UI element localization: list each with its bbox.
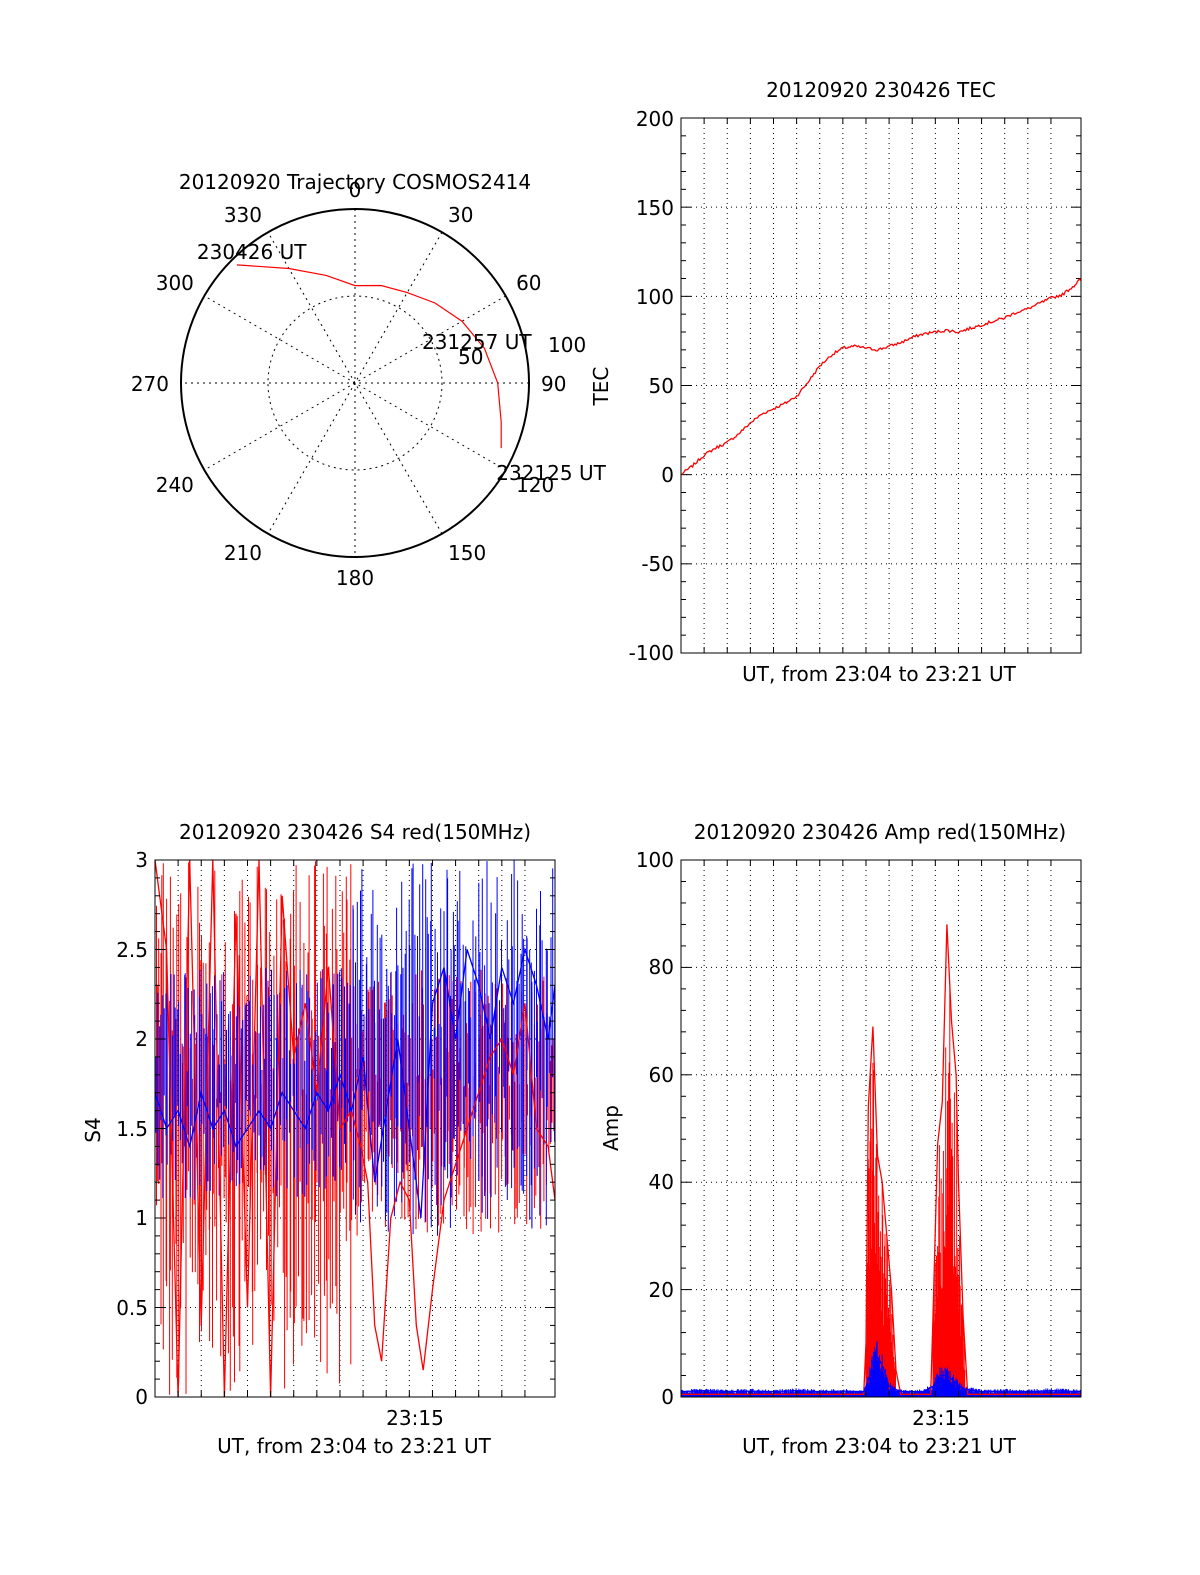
s4-panel: 20120920 230426 S4 red(150MHz) 0 0.5 1 1…	[81, 820, 556, 1458]
tec-ytick-label: 100	[636, 285, 674, 309]
polar-annotation-start: 230426 UT	[197, 240, 307, 264]
s4-red-series-line	[154, 859, 556, 1398]
polar-panel: 20120920 Trajectory COSMOS2414 0 30 60 90 12…	[131, 170, 607, 590]
amp-title: 20120920 230426 Amp red(150MHz)	[694, 820, 1066, 844]
polar-annotation-end: 232125 UT	[496, 461, 606, 485]
tec-ytick-label: -50	[641, 552, 674, 576]
polar-azimuth-label: 90	[541, 372, 566, 396]
tec-ytick-label: -100	[629, 641, 674, 665]
polar-azimuth-label: 300	[156, 271, 194, 295]
tec-grid	[681, 118, 1081, 653]
tec-ytick-label: 0	[661, 463, 674, 487]
tec-y-tick-labels: -100 -50 0 50 100 150 200	[629, 107, 674, 665]
s4-xtick-label: 23:15	[386, 1406, 444, 1430]
polar-title: 20120920 Trajectory COSMOS2414	[179, 170, 531, 194]
amp-x-axis-label: UT, from 23:04 to 23:21 UT	[742, 1434, 1017, 1458]
s4-ytick-label: 1	[135, 1206, 148, 1230]
s4-ytick-label: 0	[135, 1385, 148, 1409]
amp-y-axis-label: Amp	[599, 1105, 623, 1151]
amp-xtick-label: 23:15	[912, 1406, 970, 1430]
amp-y-tick-labels: 0 20 40 60 80 100	[636, 848, 674, 1409]
amp-ticks	[681, 859, 1081, 1398]
polar-azimuth-label: 150	[448, 541, 486, 565]
s4-y-axis-label: S4	[81, 1117, 105, 1142]
s4-title: 20120920 230426 S4 red(150MHz)	[179, 820, 531, 844]
tec-ytick-label: 50	[649, 374, 674, 398]
polar-azimuth-label: 330	[224, 203, 262, 227]
polar-azimuth-label: 180	[336, 566, 374, 590]
amp-ytick-label: 80	[649, 955, 674, 979]
polar-radial-label-50: 50	[458, 345, 483, 369]
polar-radial-label-100: 100	[548, 333, 586, 357]
amp-panel: 20120920 230426 Amp red(150MHz) 0 20 40 …	[599, 820, 1082, 1458]
amp-red-series-line	[681, 924, 1081, 1395]
s4-ytick-label: 2.5	[116, 938, 148, 962]
amp-ytick-label: 0	[661, 1385, 674, 1409]
polar-azimuth-label: 0	[349, 178, 362, 202]
polar-annotation-mid: 231257 UT	[422, 330, 532, 354]
s4-ytick-label: 1.5	[116, 1117, 148, 1141]
s4-y-tick-labels: 0 0.5 1 1.5 2 2.5 3	[116, 848, 148, 1409]
tec-y-axis-label: TEC	[589, 367, 613, 407]
polar-azimuth-labels: 0 30 60 90 120 150 180 210 240 270 300 330	[131, 178, 567, 590]
polar-spokes	[181, 209, 529, 557]
polar-azimuth-label: 120	[516, 473, 554, 497]
amp-ytick-label: 40	[649, 1170, 674, 1194]
tec-x-axis-label: UT, from 23:04 to 23:21 UT	[742, 662, 1017, 686]
s4-blue-series-line	[154, 946, 556, 1219]
s4-x-axis-label: UT, from 23:04 to 23:21 UT	[217, 1434, 492, 1458]
s4-frame	[154, 859, 556, 1398]
amp-ytick-label: 20	[649, 1278, 674, 1302]
amp-data-fill	[680, 989, 1082, 1397]
polar-spoke	[267, 232, 443, 534]
polar-azimuth-label: 30	[448, 203, 473, 227]
polar-trajectory-line	[236, 264, 502, 449]
tec-ytick-label: 200	[636, 107, 674, 131]
polar-azimuth-label: 270	[131, 372, 169, 396]
tec-series-line	[680, 278, 1082, 476]
s4-ytick-label: 0.5	[116, 1296, 148, 1320]
polar-azimuth-label: 240	[156, 473, 194, 497]
tec-panel: 20120920 230426 TEC -100 -50 0 50 100 15…	[589, 78, 1082, 686]
polar-azimuth-label: 210	[224, 541, 262, 565]
tec-ytick-label: 150	[636, 196, 674, 220]
polar-azimuth-label: 60	[516, 271, 541, 295]
amp-ytick-label: 100	[636, 848, 674, 872]
tec-title: 20120920 230426 TEC	[766, 78, 996, 102]
s4-ytick-label: 2	[135, 1027, 148, 1051]
tec-frame	[680, 117, 1082, 654]
amp-frame	[680, 859, 1082, 1398]
amp-ytick-label: 60	[649, 1063, 674, 1087]
polar-inner-ring	[267, 295, 443, 471]
s4-ytick-label: 3	[135, 848, 148, 872]
